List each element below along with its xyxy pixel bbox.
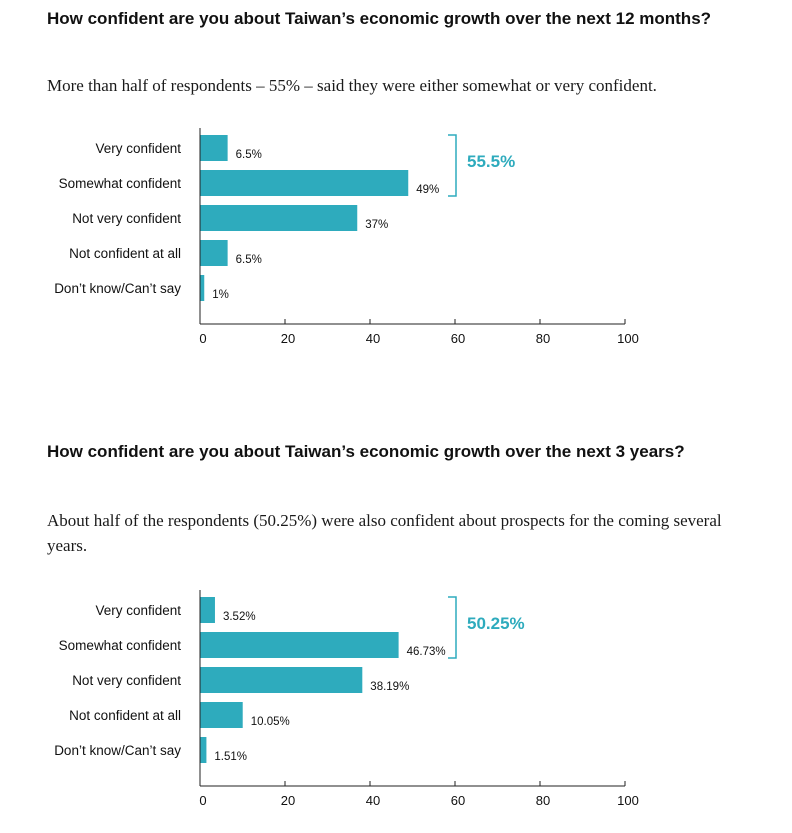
x-tick-label: 20 xyxy=(281,331,295,346)
bracket-total-label: 55.5% xyxy=(467,152,515,171)
data-label: 46.73% xyxy=(407,646,446,658)
bar xyxy=(200,240,228,266)
chart-summary-3-years: About half of the respondents (50.25%) w… xyxy=(47,511,722,555)
category-label: Not very confident xyxy=(72,211,181,226)
category-label: Not confident at all xyxy=(69,246,181,261)
data-label: 10.05% xyxy=(251,716,290,728)
data-label: 3.52% xyxy=(223,611,256,623)
chart-summary-12-months: More than half of respondents – 55% – sa… xyxy=(47,76,657,95)
bar xyxy=(200,205,358,231)
x-tick-label: 60 xyxy=(451,793,465,808)
category-label: Don’t know/Can’t say xyxy=(54,281,181,296)
data-label: 6.5% xyxy=(236,149,262,161)
chart-title-3-years: How confident are you about Taiwan’s eco… xyxy=(47,442,685,461)
chart-title-12-months: How confident are you about Taiwan’s eco… xyxy=(47,9,712,28)
bar xyxy=(200,275,205,301)
bar xyxy=(200,702,243,728)
bar xyxy=(200,632,399,658)
category-label: Very confident xyxy=(95,603,181,618)
bar xyxy=(200,597,215,623)
data-label: 6.5% xyxy=(236,254,262,266)
category-label: Not very confident xyxy=(72,673,181,688)
x-tick-label: 0 xyxy=(199,793,206,808)
x-tick-label: 100 xyxy=(617,793,639,808)
data-label: 1% xyxy=(212,289,229,301)
bracket xyxy=(448,596,457,659)
category-label: Somewhat confident xyxy=(59,176,182,191)
category-label: Not confident at all xyxy=(69,708,181,723)
x-tick-label: 80 xyxy=(536,793,550,808)
bar xyxy=(200,170,409,196)
bracket-total-label: 50.25% xyxy=(467,614,525,633)
x-tick-label: 100 xyxy=(617,331,639,346)
category-label: Somewhat confident xyxy=(59,638,182,653)
bracket xyxy=(448,134,457,197)
category-label: Very confident xyxy=(95,141,181,156)
data-label: 38.19% xyxy=(370,681,409,693)
bar-chart-12-months: Very confident 6.5% Somewhat confident 49% N… xyxy=(54,128,639,346)
bar xyxy=(200,737,207,763)
bar xyxy=(200,135,228,161)
x-tick-label: 40 xyxy=(366,331,380,346)
x-tick-label: 0 xyxy=(199,331,206,346)
data-label: 49% xyxy=(416,184,439,196)
bar xyxy=(200,667,363,693)
x-tick-label: 40 xyxy=(366,793,380,808)
x-tick-label: 20 xyxy=(281,793,295,808)
bar-chart-3-years: Very confident 3.52% Somewhat confident 46.… xyxy=(54,590,639,808)
category-label: Don’t know/Can’t say xyxy=(54,743,181,758)
x-tick-label: 60 xyxy=(451,331,465,346)
data-label: 37% xyxy=(365,219,388,231)
data-label: 1.51% xyxy=(214,751,247,763)
x-tick-label: 80 xyxy=(536,331,550,346)
